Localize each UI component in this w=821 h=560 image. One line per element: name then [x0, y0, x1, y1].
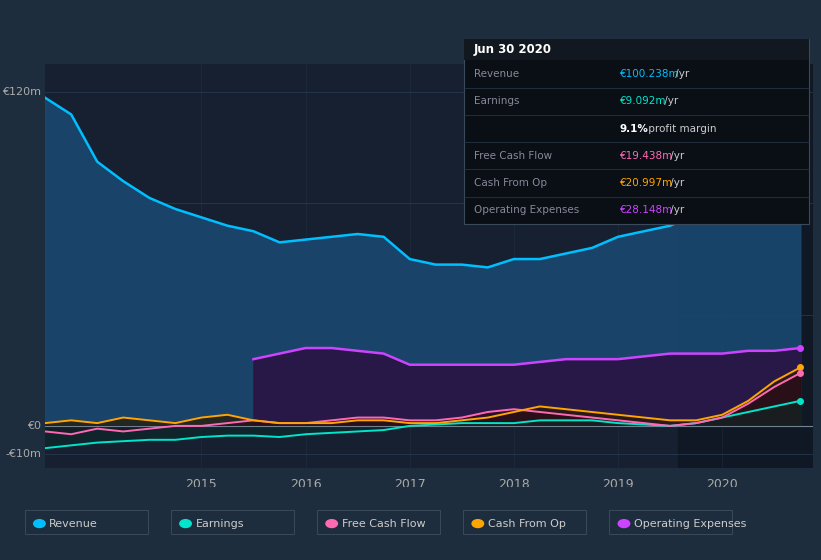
Text: €0: €0 [27, 421, 41, 431]
Text: €19.438m: €19.438m [620, 151, 673, 161]
Text: Free Cash Flow: Free Cash Flow [474, 151, 552, 161]
Text: Jun 30 2020: Jun 30 2020 [474, 43, 552, 57]
Text: €20.997m: €20.997m [620, 178, 673, 188]
Text: Operating Expenses: Operating Expenses [474, 206, 579, 216]
Text: €100.238m: €100.238m [620, 69, 680, 79]
Text: /yr: /yr [667, 151, 684, 161]
Text: Revenue: Revenue [49, 519, 98, 529]
Text: /yr: /yr [672, 69, 690, 79]
Text: profit margin: profit margin [645, 124, 717, 134]
Text: €120m: €120m [2, 87, 41, 97]
Text: Cash From Op: Cash From Op [488, 519, 566, 529]
Text: -€10m: -€10m [6, 449, 41, 459]
Text: /yr: /yr [667, 178, 684, 188]
Text: Earnings: Earnings [474, 96, 519, 106]
Text: Operating Expenses: Operating Expenses [634, 519, 746, 529]
Text: Earnings: Earnings [195, 519, 244, 529]
Text: Cash From Op: Cash From Op [474, 178, 547, 188]
Text: /yr: /yr [667, 206, 684, 216]
Text: €9.092m: €9.092m [620, 96, 667, 106]
Text: 9.1%: 9.1% [620, 124, 649, 134]
Text: /yr: /yr [662, 96, 679, 106]
Text: Free Cash Flow: Free Cash Flow [342, 519, 425, 529]
Text: €28.148m: €28.148m [620, 206, 673, 216]
Bar [678, 64, 821, 468]
Text: Revenue: Revenue [474, 69, 519, 79]
